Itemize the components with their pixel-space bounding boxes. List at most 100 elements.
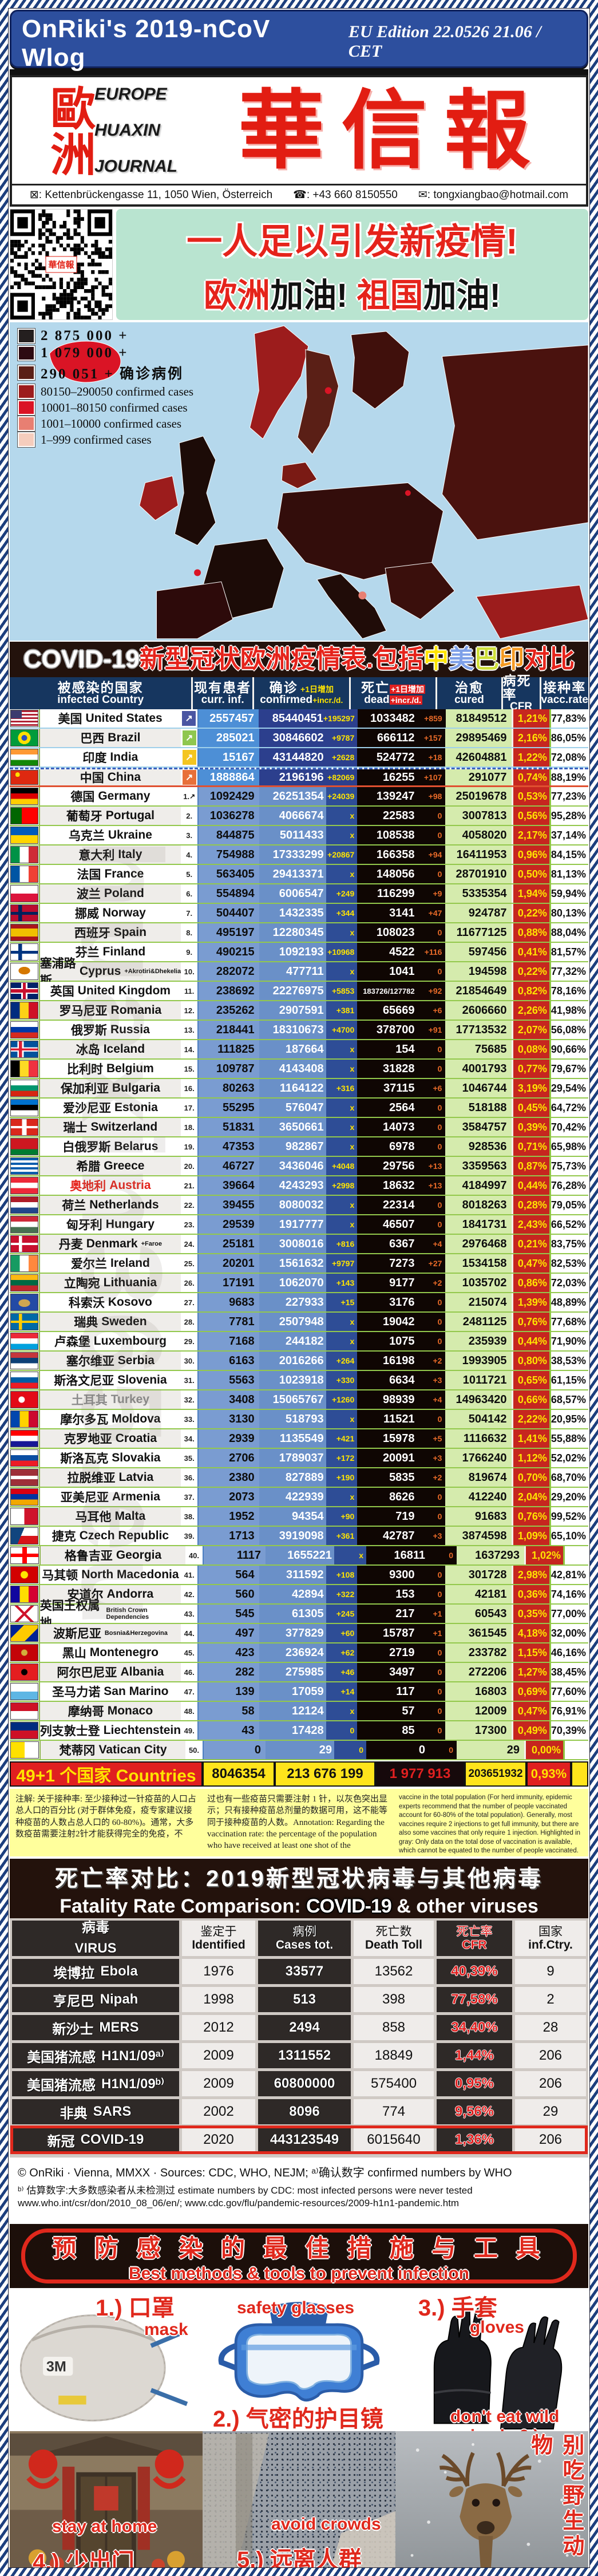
country-name: 意大利 Italy	[39, 846, 181, 864]
cfr-value: 0,53%	[511, 787, 549, 805]
rank-number: 14.	[184, 1045, 195, 1054]
vaccination-rate: 79,67%	[549, 1060, 588, 1078]
masthead-zh-vertical: 歐洲	[44, 85, 95, 176]
country-flag	[10, 1274, 40, 1292]
deaths-total: 8626	[357, 1488, 418, 1506]
deaths-total: 16198	[357, 1352, 418, 1370]
virus-row: 新冠 COVID-19 2020 443123549 6015640 1,36% 206	[10, 2125, 588, 2154]
vaccination-rate: 77,23%	[549, 787, 588, 805]
legend-item: 10001–80150 confirmed cases	[17, 400, 193, 416]
rank-number: 32.	[184, 1395, 195, 1404]
slogan-banner: 一人足以引发新疫情! 欧洲加油! 祖国加油!	[116, 209, 588, 320]
current-infections: 5563	[197, 1371, 259, 1389]
virus-cfr: 1,36%	[437, 2127, 512, 2152]
confirmed-total: 3650661	[259, 1118, 326, 1136]
virus-cases-total: 8096	[258, 2099, 351, 2124]
confirmed-total: 4066674	[259, 807, 326, 825]
confirmed-total: 17428	[259, 1721, 326, 1740]
country-flag	[10, 1040, 40, 1058]
country-name: 塞尔维亚 Serbia	[39, 1352, 181, 1370]
country-flag	[10, 769, 40, 785]
country-name-en: China	[107, 771, 141, 784]
rank-number: 15.	[184, 1064, 195, 1073]
rank-number: 50.	[188, 1745, 200, 1755]
country-flag	[10, 1527, 40, 1545]
deaths-daily-increase: +27	[417, 1254, 446, 1273]
goggles-photo: safety glasses 2.) 气密的护目镜	[203, 2288, 395, 2431]
virus-name: 非典 SARS	[12, 2099, 179, 2124]
cured-total: 819674	[445, 1468, 512, 1487]
cured-total: 91683	[445, 1507, 512, 1526]
cfr-value: 0,22%	[511, 904, 549, 922]
cfr-value: 0,45%	[511, 1099, 549, 1117]
cfr-value: 0,77%	[511, 1060, 549, 1078]
country-name-en: Georgia	[116, 1548, 162, 1562]
cured-total: 272206	[445, 1663, 512, 1681]
stay-home-label-num: 4.) 少出门	[33, 2550, 134, 2568]
cured-total: 1035702	[445, 1274, 512, 1292]
country-name-en: Italy	[118, 848, 142, 861]
deaths-daily-increase: +47	[417, 904, 446, 922]
deer-icon	[410, 2443, 569, 2567]
crowd-icon	[202, 2433, 395, 2567]
country-name-zh: 奥地利	[70, 1180, 106, 1193]
deaths-total: 65669	[357, 1001, 418, 1020]
country-name-en: Vatican City	[98, 1743, 167, 1756]
country-name-note: +Akrotiri&Dhekelia	[124, 968, 181, 975]
rank-cell: 31.	[181, 1371, 198, 1389]
rank-number: 25.	[184, 1259, 195, 1268]
cured-total: 1637293	[457, 1546, 524, 1564]
country-name-en: Latvia	[118, 1471, 154, 1484]
gloves-icon	[433, 2307, 563, 2430]
confirmed-daily-increase: x	[326, 923, 358, 942]
cured-total: 233782	[445, 1643, 512, 1662]
confirmed-total: 1655221	[266, 1546, 334, 1564]
confirmed-daily-increase: +24039	[326, 787, 358, 805]
current-infections: 39664	[197, 1176, 259, 1195]
country-name-zh: 阿尔巴尼亚	[57, 1666, 117, 1680]
country-name: 圣马力诺 San Marino	[39, 1682, 181, 1701]
europe-map: 2 875 000 + 1 079 000 + 290 051 + 确诊病例 8015…	[10, 322, 588, 641]
country-name-en: Belgium	[106, 1062, 154, 1075]
rank-cell: 44.	[181, 1624, 198, 1642]
rank-cell: 20.	[181, 1157, 198, 1175]
rank-number: 21.	[184, 1181, 195, 1190]
rank-cell: 18.	[181, 1118, 198, 1136]
deaths-daily-increase: 0	[417, 1332, 446, 1350]
rank-number: 17.	[184, 1103, 195, 1112]
country-flag	[10, 729, 40, 747]
country-name-en: Montenegro	[89, 1646, 159, 1659]
cfr-value: 1,27%	[511, 1663, 549, 1681]
deaths-total: 98939	[357, 1390, 418, 1409]
vaccination-rate: 56,08%	[549, 1021, 588, 1039]
country-name: 西班牙 Spain	[39, 923, 181, 942]
country-name-en: North Macedonia	[81, 1568, 179, 1581]
trend-up-icon: ↗	[182, 750, 196, 765]
confirmed-total: 61305	[259, 1605, 326, 1623]
virus-row: 美国猪流感 H1N1/09ᵇ⁾ 2009 60800000 575400 0,95% 206	[12, 2071, 586, 2096]
table-row: 挪威 Norway 7. 504407 1432335 +344 3141 +47 924787…	[10, 904, 588, 923]
rank-cell: 5.	[181, 865, 198, 883]
country-name: 爱沙尼亚 Estonia	[39, 1099, 181, 1117]
trend-up-icon: ↗	[189, 792, 196, 800]
vaccination-rate: 71,90%	[549, 1332, 588, 1350]
vaccination-rate: 68,57%	[549, 1390, 588, 1409]
virus-name-en: Ebola	[100, 1963, 138, 1979]
current-infections: 55295	[197, 1099, 259, 1117]
confirmed-daily-increase: +344	[326, 904, 358, 922]
deaths-daily-increase: 0	[417, 1702, 446, 1720]
map-legend: 2 875 000 + 1 079 000 + 290 051 + 确诊病例 8015…	[17, 328, 193, 448]
slogan-line2-part: 欧洲	[204, 277, 271, 314]
cfr-value: 0,08%	[511, 1040, 549, 1058]
deaths-daily-increase: +4	[417, 1235, 446, 1253]
cured-total: 42181	[445, 1585, 512, 1603]
virus-cfr: 34,40%	[437, 2015, 512, 2040]
deaths-daily-increase: 0	[417, 1118, 446, 1136]
country-name-en: Malta	[114, 1510, 146, 1523]
cured-total: 12009	[445, 1702, 512, 1720]
country-flag	[10, 1449, 40, 1467]
deaths-daily-increase: 0	[417, 1410, 446, 1428]
deaths-total: 1041	[357, 962, 418, 981]
country-name-zh: 马其顿	[42, 1569, 78, 1582]
cured-total: 14963420	[445, 1390, 512, 1409]
